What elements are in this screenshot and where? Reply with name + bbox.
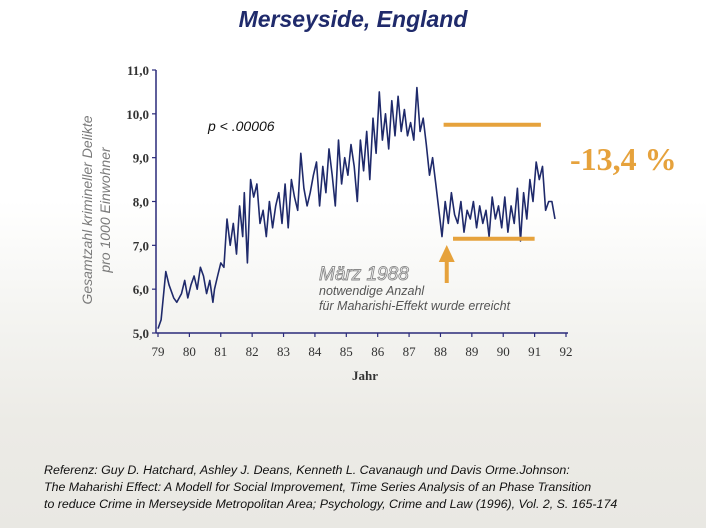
event-text-1: notwendige Anzahl: [319, 284, 425, 298]
y-tick-label: 8,0: [133, 195, 149, 210]
reference-line-1: Referenz: Guy D. Hatchard, Ashley J. Dea…: [44, 463, 570, 477]
reference-line-3: to reduce Crime in Merseyside Metropolit…: [44, 497, 618, 511]
arrow-head: [438, 245, 455, 262]
reference-line-2: The Maharishi Effect: A Modell for Socia…: [44, 480, 592, 494]
chart-title: Merseyside, England: [238, 6, 468, 32]
x-tick-label: 86: [371, 344, 385, 359]
x-axis-label: Jahr: [352, 368, 378, 383]
x-tick-label: 79: [152, 344, 165, 359]
series-group: [157, 86, 556, 329]
change-label: -13,4 %: [570, 141, 677, 177]
x-tick-label: 82: [246, 344, 259, 359]
event-text-2: für Maharishi-Effekt wurde erreicht: [319, 299, 511, 313]
x-tick-label: 84: [308, 344, 322, 359]
y-tick-label: 11,0: [127, 63, 149, 78]
x-tick-label: 89: [465, 344, 478, 359]
series-line: [157, 86, 556, 329]
x-tick-label: 90: [497, 344, 510, 359]
y-ticks: 5,0 6,0 7,0 8,0 9,0 10,0 11,0: [126, 63, 156, 341]
reference-lines: [443, 122, 541, 241]
reference-block: Referenz: Guy D. Hatchard, Ashley J. Dea…: [44, 462, 694, 513]
y-tick-label: 9,0: [133, 151, 149, 166]
event-title: März 1988: [319, 264, 409, 285]
y-axis-label: Gesamtzahl krimineller Delikte pro 1000 …: [79, 115, 113, 304]
y-tick-label: 6,0: [133, 282, 149, 297]
x-tick-label: 91: [528, 344, 541, 359]
x-tick-label: 81: [214, 344, 227, 359]
x-tick-label: 80: [183, 344, 196, 359]
y-tick-label: 5,0: [133, 326, 149, 341]
y-axis-label-line-1: Gesamtzahl krimineller Delikte: [79, 115, 95, 304]
event-arrow-icon: [438, 245, 455, 283]
y-tick-label: 10,0: [126, 107, 149, 122]
p-value-label: p < .00006: [207, 118, 275, 134]
x-ticks: 79 80 81 82 83 84 85 86 87 88 89 90 91 92: [152, 333, 573, 359]
y-tick-label: 7,0: [133, 238, 149, 253]
y-axis-label-line-2: pro 1000 Einwohner: [97, 146, 113, 274]
x-tick-label: 88: [434, 344, 447, 359]
x-tick-label: 85: [340, 344, 353, 359]
x-tick-label: 83: [277, 344, 290, 359]
x-tick-label: 87: [403, 344, 417, 359]
x-tick-label: 92: [560, 344, 573, 359]
